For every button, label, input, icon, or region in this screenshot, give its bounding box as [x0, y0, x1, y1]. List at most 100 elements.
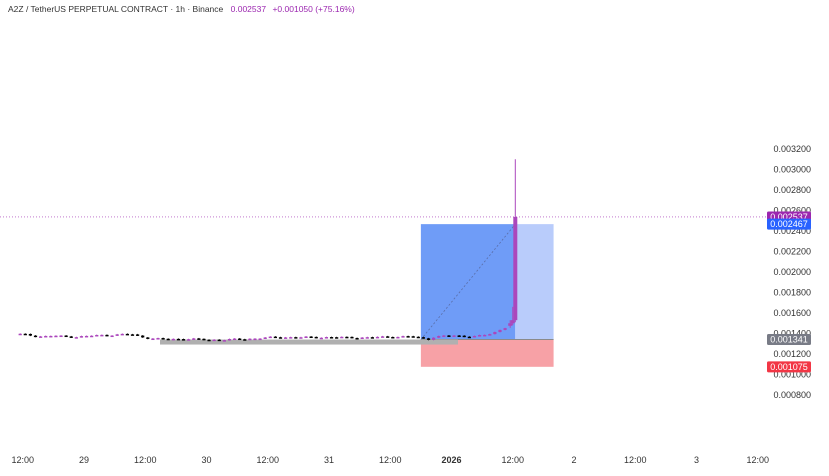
candle-body: [355, 337, 359, 340]
candle-body: [146, 337, 150, 339]
time-axis[interactable]: 12:00 29 12:00 30 12:00 31 12:00 2026 12:00 2 12:0…: [11, 455, 769, 465]
candle-body: [248, 338, 252, 341]
candle-body: [380, 336, 385, 338]
candle-body: [238, 338, 242, 341]
candle-body: [457, 335, 461, 337]
candle-body: [192, 338, 196, 340]
candle-body: [319, 337, 323, 340]
candle-body: [462, 335, 466, 338]
candle-body: [360, 337, 364, 340]
profit-zone-remaining: [515, 224, 554, 340]
price-badge-label-entry: 0.001341: [770, 335, 808, 345]
candle-body: [508, 323, 513, 326]
price-axis[interactable]: 0.003200 0.003000 0.002800 0.002600 0.002400…: [767, 144, 811, 400]
candle-body: [253, 338, 257, 341]
candle-body: [386, 336, 390, 338]
candle-body: [18, 333, 22, 336]
candle-body: [120, 333, 124, 336]
candle-body: [447, 335, 451, 337]
symbol-title: A2Z / TetherUS PERPETUAL CONTRACT · 1h ·…: [8, 4, 224, 14]
x-tick-label: 12:00: [746, 455, 769, 465]
y-tick-label: 0.001200: [773, 349, 811, 359]
profit-zone: [420, 224, 516, 340]
candle-body: [493, 332, 497, 335]
candles: [18, 159, 518, 345]
candle-body: [227, 338, 232, 341]
candle-body: [340, 336, 344, 339]
candle-body: [263, 337, 267, 339]
candle-body: [396, 336, 400, 339]
candle-body: [156, 338, 160, 340]
candle-body: [176, 338, 181, 341]
candle-body: [375, 336, 380, 339]
candle-body: [28, 333, 33, 336]
candle-body: [510, 320, 515, 324]
candle-body: [202, 338, 206, 341]
candle-body: [141, 335, 145, 338]
candle-body: [294, 337, 298, 339]
y-tick-label: 0.002600: [773, 206, 811, 216]
x-tick-label: 12:00: [256, 455, 279, 465]
candle-body: [187, 339, 191, 341]
candle-body: [125, 333, 129, 336]
x-tick-label: 30: [201, 455, 211, 465]
candle-body: [329, 337, 334, 339]
candle-body: [406, 336, 410, 338]
x-tick-label: 12:00: [501, 455, 524, 465]
candle-body: [59, 335, 63, 338]
price-badge-stop: [767, 361, 811, 373]
candle-body: [273, 336, 278, 339]
candle-body: [284, 337, 288, 339]
candle-body: [299, 337, 303, 339]
y-tick-label: 0.003000: [773, 165, 811, 175]
position-zones[interactable]: [420, 223, 554, 367]
candle-body: [171, 338, 175, 341]
candle-body: [411, 336, 415, 338]
last-price: 0.002537: [231, 4, 267, 14]
y-tick-label: 0.001800: [773, 288, 811, 298]
candle-body: [421, 337, 426, 339]
candle-body: [151, 338, 155, 341]
candle-body: [401, 336, 405, 338]
candle-body: [289, 337, 293, 339]
candle-body: [335, 337, 339, 339]
price-badge-label-last: 0.002537: [770, 212, 808, 222]
candle-body: [44, 335, 48, 338]
candle-body: [442, 335, 446, 337]
candle-body: [483, 334, 487, 337]
candle-body: [212, 339, 216, 342]
candle-body: [64, 335, 68, 338]
candle-body: [278, 337, 283, 339]
candle-body: [207, 339, 211, 342]
candle-body: [74, 337, 78, 339]
price-badge-target: [767, 218, 811, 230]
range-bar: [160, 339, 458, 345]
candle-body: [100, 334, 104, 337]
candle-body: [365, 337, 369, 339]
x-tick-label: 12:00: [379, 455, 402, 465]
candle-body: [105, 334, 109, 337]
candle-body: [217, 339, 221, 342]
candle-body: [258, 338, 262, 341]
candle-body: [49, 335, 53, 338]
candle-body: [79, 336, 84, 338]
x-tick-label: 2026: [441, 455, 461, 465]
candle-body: [503, 328, 507, 330]
x-tick-label: 2: [571, 455, 576, 465]
y-tick-label: 0.002200: [773, 247, 811, 257]
x-tick-label: 31: [324, 455, 334, 465]
y-tick-label: 0.000800: [773, 390, 811, 400]
price-badge-label-stop: 0.001075: [770, 362, 808, 372]
candle-body: [110, 335, 114, 338]
candle-body: [416, 336, 420, 339]
candle-body: [477, 335, 482, 337]
candle-body: [314, 336, 318, 339]
candle-body: [452, 335, 456, 337]
x-tick-label: 12:00: [134, 455, 157, 465]
candle-body: [370, 337, 374, 339]
candle-body: [95, 334, 99, 337]
y-tick-label: 0.001000: [773, 370, 811, 380]
candle-body: [345, 336, 349, 339]
y-tick-label: 0.003200: [773, 144, 811, 154]
